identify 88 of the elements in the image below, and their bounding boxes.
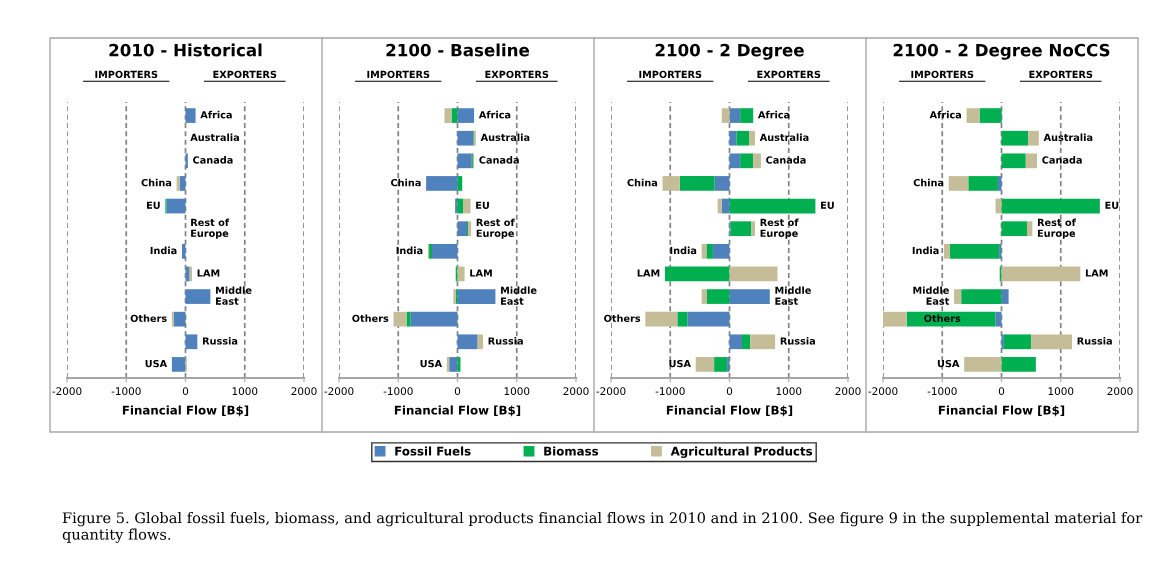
category-label: USA (145, 359, 168, 368)
legend-label: Agricultural Products (670, 446, 813, 458)
text: IMPORTERS (367, 70, 430, 79)
text: IMPORTERS (911, 70, 974, 79)
category-label: USA (420, 359, 443, 368)
text: IMPORTERS (95, 70, 158, 79)
x-axis-title: Financial Flow [B$] (666, 405, 793, 417)
category-label: Middle East (501, 286, 537, 305)
x-tick-label: -2000 (324, 387, 354, 396)
category-label: Africa (478, 110, 511, 119)
x-tick-label: -1000 (927, 387, 957, 396)
chart-title: 2100 - Baseline (386, 43, 530, 57)
category-label: Africa (929, 110, 962, 119)
category-label: Rest of Europe (191, 218, 230, 239)
caption: Figure 5. Global fossil fuels, biomass, and agricultural products financial flows in 2010 and in 2100. See figure 9 in the supplemental material for quantity flows. (62, 512, 1143, 543)
x-tick-label: -1000 (655, 387, 685, 396)
category-label: Others (352, 314, 389, 322)
category-label: LAM (1085, 269, 1108, 277)
x-tick-label: 2000 (1107, 387, 1133, 396)
category-label: Africa (757, 110, 790, 119)
category-label: India (396, 246, 423, 255)
category-label: China (141, 178, 172, 187)
category-label: Australia (759, 133, 809, 142)
x-tick-label: -2000 (596, 387, 626, 396)
category-label: India (150, 246, 177, 255)
legend-label: Biomass (544, 446, 599, 456)
category-label: Rest of Europe (760, 218, 799, 239)
legend-label: Fossil Fuels (395, 446, 471, 456)
category-label: EU (1105, 201, 1119, 209)
text: EXPORTERS (485, 70, 549, 79)
category-label: Australia (190, 133, 239, 142)
category-label: USA (669, 359, 691, 368)
category-label: LAM (470, 269, 492, 277)
category-label: Russia (202, 337, 238, 345)
category-label: India (912, 246, 939, 255)
category-label: Rest of Europe (1037, 218, 1076, 239)
category-label: Russia (488, 337, 523, 345)
category-label: Middle East (216, 286, 252, 305)
x-tick-label: 0 (998, 387, 1005, 396)
category-label: Others (130, 314, 167, 322)
chart-title: 2100 - 2 Degree (655, 43, 804, 60)
category-label: Canada (193, 156, 233, 164)
category-label: Others (604, 314, 641, 322)
category-label: Russia (780, 337, 815, 345)
x-tick-label: 2000 (291, 387, 317, 396)
category-label: EU (476, 201, 489, 209)
category-label: LAM (637, 269, 660, 277)
category-label: Middle East (775, 286, 811, 305)
category-label: Australia (1043, 133, 1093, 142)
text: EXPORTERS (757, 70, 821, 79)
category-label: Canada (479, 156, 519, 164)
x-tick-label: 2000 (835, 387, 861, 396)
category-label: Australia (480, 133, 530, 142)
category-label: Rest of Europe (476, 218, 515, 239)
x-axis-title: Financial Flow [B$] (394, 405, 521, 417)
category-label: Middle East (913, 286, 950, 305)
x-tick-label: 1000 (232, 387, 258, 396)
text: EXPORTERS (213, 70, 277, 79)
x-axis-title: Financial Flow [B$] (122, 405, 249, 417)
x-tick-label: 0 (726, 387, 733, 396)
category-label: Canada (1042, 156, 1082, 164)
x-tick-label: -1000 (383, 387, 413, 396)
x-tick-label: 0 (182, 387, 189, 396)
category-label: USA (937, 359, 960, 368)
category-label: India (670, 246, 697, 255)
chart-title: 2010 - Historical (109, 43, 262, 57)
x-tick-label: 1000 (776, 387, 802, 396)
category-label: China (390, 178, 421, 187)
category-label: China (627, 178, 658, 187)
x-axis-title: Financial Flow [B$] (938, 405, 1065, 417)
category-label: EU (146, 201, 160, 209)
category-label: China (913, 178, 944, 187)
x-tick-label: -2000 (868, 387, 898, 396)
category-label: EU (821, 201, 834, 209)
category-label: Others (924, 314, 961, 322)
x-tick-label: -1000 (111, 387, 141, 396)
category-label: Canada (766, 156, 806, 164)
x-tick-label: 0 (454, 387, 461, 396)
text: EXPORTERS (1029, 70, 1093, 79)
x-tick-label: 1000 (1048, 387, 1074, 396)
category-label: Russia (1077, 337, 1112, 345)
category-label: Africa (200, 110, 232, 119)
chart-title: 2100 - 2 Degree NoCCS (893, 43, 1110, 60)
x-tick-label: -2000 (52, 387, 82, 396)
x-tick-label: 1000 (504, 387, 530, 396)
category-label: LAM (197, 269, 220, 277)
x-tick-label: 2000 (563, 387, 589, 396)
text: IMPORTERS (639, 70, 702, 79)
